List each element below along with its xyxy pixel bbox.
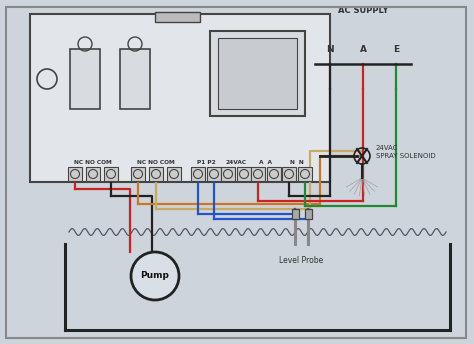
FancyBboxPatch shape (218, 38, 297, 109)
Text: P1 P2: P1 P2 (197, 160, 215, 165)
FancyBboxPatch shape (267, 167, 281, 181)
Text: AC SUPPLY: AC SUPPLY (338, 6, 388, 15)
Text: Level Probe: Level Probe (279, 256, 323, 265)
FancyBboxPatch shape (167, 167, 181, 181)
FancyBboxPatch shape (131, 167, 145, 181)
Text: NC NO COM: NC NO COM (74, 160, 112, 165)
Text: N  N: N N (290, 160, 304, 165)
FancyBboxPatch shape (30, 14, 330, 182)
Circle shape (131, 252, 179, 300)
FancyBboxPatch shape (305, 209, 312, 219)
FancyBboxPatch shape (155, 12, 200, 22)
FancyBboxPatch shape (68, 167, 82, 181)
Text: A  A: A A (259, 160, 273, 165)
FancyBboxPatch shape (104, 167, 118, 181)
FancyBboxPatch shape (237, 167, 251, 181)
Text: N: N (326, 45, 334, 54)
FancyBboxPatch shape (292, 209, 299, 219)
FancyBboxPatch shape (298, 167, 312, 181)
FancyBboxPatch shape (207, 167, 221, 181)
FancyBboxPatch shape (221, 167, 235, 181)
FancyBboxPatch shape (120, 49, 150, 109)
FancyBboxPatch shape (86, 167, 100, 181)
Text: E: E (393, 45, 399, 54)
Text: A: A (359, 45, 366, 54)
Text: Pump: Pump (141, 271, 169, 280)
FancyBboxPatch shape (251, 167, 265, 181)
FancyBboxPatch shape (210, 31, 305, 116)
Text: 24VAC: 24VAC (226, 160, 246, 165)
FancyBboxPatch shape (70, 49, 100, 109)
Text: NC NO COM: NC NO COM (137, 160, 175, 165)
FancyBboxPatch shape (282, 167, 296, 181)
FancyBboxPatch shape (149, 167, 163, 181)
FancyBboxPatch shape (191, 167, 205, 181)
Text: 24VAC
SPRAY SOLENOID: 24VAC SPRAY SOLENOID (376, 145, 436, 159)
